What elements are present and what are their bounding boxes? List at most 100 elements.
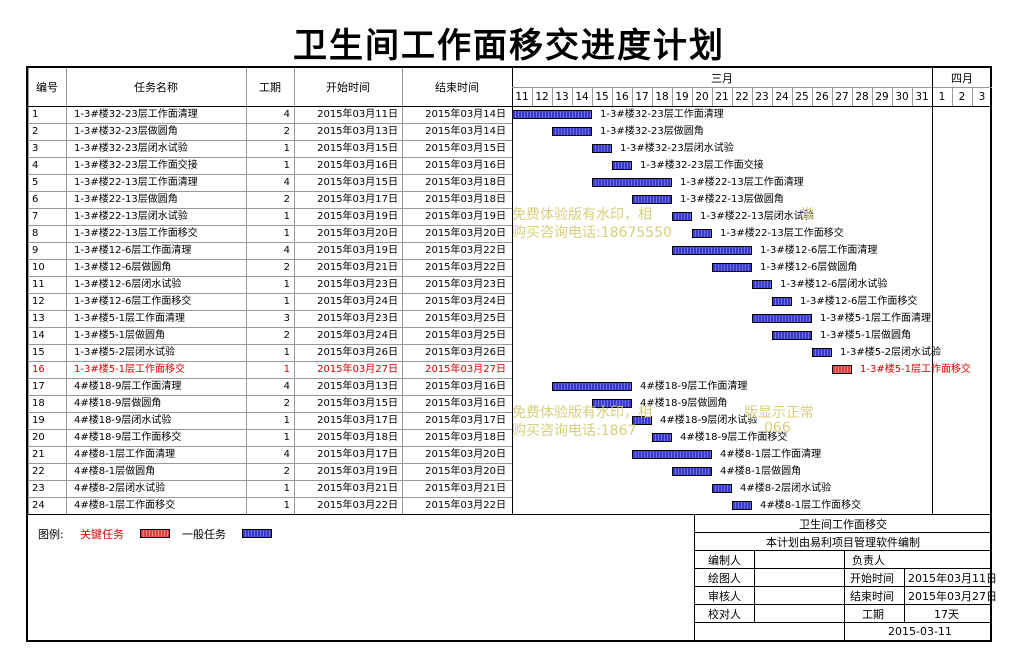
gantt-bar-21[interactable] <box>632 450 712 459</box>
gantt-bar-label-22: 4#楼8-1层做圆角 <box>720 466 802 477</box>
task-id: 14 <box>32 330 45 341</box>
day-divider <box>812 87 813 106</box>
table-row[interactable]: 6 1-3#楼22-13层做圆角 2 2015年03月17日 2015年03月18日 <box>28 191 512 208</box>
table-row[interactable]: 11 1-3#楼12-6层闭水试验 1 2015年03月23日 2015年03月23日 <box>28 276 512 293</box>
table-row[interactable]: 17 4#楼18-9层工作面清理 4 2015年03月13日 2015年03月16日 <box>28 378 512 395</box>
gantt-bar-9[interactable] <box>672 246 752 255</box>
gantt-bar-24[interactable] <box>732 501 752 510</box>
task-duration: 2 <box>283 126 290 137</box>
task-end: 2015年03月27日 <box>425 364 506 375</box>
task-id: 5 <box>32 177 39 188</box>
task-duration: 1 <box>283 483 290 494</box>
task-id: 1 <box>32 109 39 120</box>
gantt-bar-11[interactable] <box>752 280 772 289</box>
day-divider <box>832 87 833 106</box>
gantt-bar-10[interactable] <box>712 263 752 272</box>
task-start: 2015年03月16日 <box>317 160 398 171</box>
task-duration: 1 <box>283 211 290 222</box>
task-duration: 4 <box>283 449 290 460</box>
header-start: 开始时间 <box>326 81 370 94</box>
task-name: 1-3#楼32-23层工作面清理 <box>74 109 198 120</box>
table-row[interactable]: 8 1-3#楼22-13层工作面移交 1 2015年03月20日 2015年03月20日 <box>28 225 512 242</box>
task-start: 2015年03月11日 <box>317 109 398 120</box>
gantt-bar-19[interactable] <box>632 416 652 425</box>
footer-duration-value: 17天 <box>934 608 959 621</box>
watermark-1a: 免费体验版有水印，相 <box>512 207 652 223</box>
table-row[interactable]: 21 4#楼8-1层工作面清理 4 2015年03月17日 2015年03月20日 <box>28 446 512 463</box>
gantt-bar-label-18: 4#楼18-9层做圆角 <box>640 398 728 409</box>
table-row[interactable]: 10 1-3#楼12-6层做圆角 2 2015年03月21日 2015年03月22日 <box>28 259 512 276</box>
task-start: 2015年03月15日 <box>317 398 398 409</box>
gantt-bar-label-5: 1-3#楼22-13层工作面清理 <box>680 177 804 188</box>
gantt-bar-7[interactable] <box>672 212 692 221</box>
day-12: 22 <box>735 91 749 103</box>
gantt-bar-1[interactable] <box>512 110 592 119</box>
task-start: 2015年03月17日 <box>317 415 398 426</box>
task-end: 2015年03月20日 <box>425 228 506 239</box>
task-id: 11 <box>32 279 45 290</box>
task-start: 2015年03月13日 <box>317 126 398 137</box>
day-divider <box>732 87 733 106</box>
gantt-bar-label-11: 1-3#楼12-6层闭水试验 <box>780 279 888 290</box>
task-end: 2015年03月14日 <box>425 126 506 137</box>
legend-normal-swatch <box>242 529 272 538</box>
day-divider <box>632 87 633 106</box>
gantt-bar-label-16: 1-3#楼5-1层工作面移交 <box>860 364 972 375</box>
table-row[interactable]: 12 1-3#楼12-6层工作面移交 1 2015年03月24日 2015年03月24日 <box>28 293 512 310</box>
gantt-bar-4[interactable] <box>612 161 632 170</box>
row-divider <box>28 310 512 311</box>
gantt-bar-5[interactable] <box>592 178 672 187</box>
gantt-bar-15[interactable] <box>812 348 832 357</box>
gantt-bar-12[interactable] <box>772 297 792 306</box>
table-row[interactable]: 4 1-3#楼32-23层工作面交接 1 2015年03月16日 2015年03月16日 <box>28 157 512 174</box>
table-row[interactable]: 1 1-3#楼32-23层工作面清理 4 2015年03月11日 2015年03月14日 <box>28 106 512 123</box>
gantt-bar-18[interactable] <box>592 399 632 408</box>
task-end: 2015年03月24日 <box>425 296 506 307</box>
table-row[interactable]: 7 1-3#楼22-13层闭水试验 1 2015年03月19日 2015年03月19日 <box>28 208 512 225</box>
row-divider <box>28 259 512 260</box>
header-duration: 工期 <box>259 81 281 94</box>
day-divider <box>972 87 973 106</box>
gantt-bar-23[interactable] <box>712 484 732 493</box>
table-row[interactable]: 24 4#楼8-1层工作面移交 1 2015年03月22日 2015年03月22日 <box>28 497 512 514</box>
gantt-bar-22[interactable] <box>672 467 712 476</box>
task-duration: 3 <box>283 313 290 324</box>
table-row[interactable]: 15 1-3#楼5-2层闭水试验 1 2015年03月26日 2015年03月26日 <box>28 344 512 361</box>
table-row[interactable]: 23 4#楼8-2层闭水试验 1 2015年03月21日 2015年03月21日 <box>28 480 512 497</box>
gantt-bar-16[interactable] <box>832 365 852 374</box>
task-id: 19 <box>32 415 45 426</box>
table-row[interactable]: 16 1-3#楼5-1层工作面移交 1 2015年03月27日 2015年03月27日 <box>28 361 512 378</box>
gantt-bar-label-14: 1-3#楼5-1层做圆角 <box>820 330 912 341</box>
gantt-bar-8[interactable] <box>692 229 712 238</box>
footer-date: 2015-03-11 <box>888 625 952 638</box>
gantt-bar-6[interactable] <box>632 195 672 204</box>
gantt-bar-17[interactable] <box>552 382 632 391</box>
task-id: 7 <box>32 211 39 222</box>
table-row[interactable]: 13 1-3#楼5-1层工作面清理 3 2015年03月23日 2015年03月25日 <box>28 310 512 327</box>
gantt-bar-13[interactable] <box>752 314 812 323</box>
table-row[interactable]: 3 1-3#楼32-23层闭水试验 1 2015年03月15日 2015年03月15日 <box>28 140 512 157</box>
day-divider <box>952 87 953 106</box>
day-divider <box>572 87 573 106</box>
gantt-bar-20[interactable] <box>652 433 672 442</box>
gantt-bar-3[interactable] <box>592 144 612 153</box>
gantt-bar-label-17: 4#楼18-9层工作面清理 <box>640 381 748 392</box>
table-row[interactable]: 2 1-3#楼32-23层做圆角 2 2015年03月13日 2015年03月14日 <box>28 123 512 140</box>
footer-start-value: 2015年03月11日 <box>908 572 997 585</box>
table-row[interactable]: 20 4#楼18-9层工作面移交 1 2015年03月18日 2015年03月18日 <box>28 429 512 446</box>
watermark-4a: 购买咨询电话:1867 <box>512 423 637 439</box>
table-row[interactable]: 19 4#楼18-9层闭水试验 1 2015年03月17日 2015年03月17日 <box>28 412 512 429</box>
table-row[interactable]: 5 1-3#楼22-13层工作面清理 4 2015年03月15日 2015年03月18日 <box>28 174 512 191</box>
task-duration: 1 <box>283 364 290 375</box>
table-row[interactable]: 9 1-3#楼12-6层工作面清理 4 2015年03月19日 2015年03月22日 <box>28 242 512 259</box>
gantt-bar-2[interactable] <box>552 127 592 136</box>
day-divider <box>752 87 753 106</box>
task-end: 2015年03月17日 <box>425 415 506 426</box>
row-divider <box>28 344 512 345</box>
gantt-bar-14[interactable] <box>772 331 812 340</box>
table-row[interactable]: 14 1-3#楼5-1层做圆角 2 2015年03月24日 2015年03月25日 <box>28 327 512 344</box>
table-row[interactable]: 18 4#楼18-9层做圆角 2 2015年03月15日 2015年03月16日 <box>28 395 512 412</box>
row-divider <box>28 140 512 141</box>
table-row[interactable]: 22 4#楼8-1层做圆角 2 2015年03月19日 2015年03月20日 <box>28 463 512 480</box>
day-divider <box>872 87 873 106</box>
